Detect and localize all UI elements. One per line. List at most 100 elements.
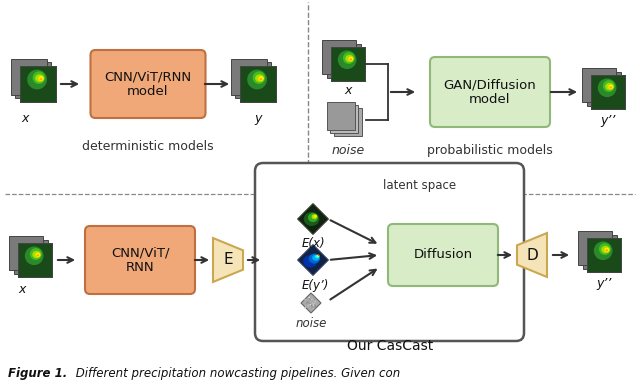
Ellipse shape xyxy=(314,215,317,217)
FancyBboxPatch shape xyxy=(330,105,358,133)
Text: y: y xyxy=(254,112,262,125)
Circle shape xyxy=(306,303,307,304)
Circle shape xyxy=(312,298,314,300)
Circle shape xyxy=(314,299,315,300)
FancyBboxPatch shape xyxy=(430,57,550,127)
FancyBboxPatch shape xyxy=(591,75,625,109)
Polygon shape xyxy=(298,245,328,276)
FancyBboxPatch shape xyxy=(587,72,621,106)
Ellipse shape xyxy=(33,71,45,84)
Ellipse shape xyxy=(599,243,611,255)
Ellipse shape xyxy=(315,255,319,258)
FancyBboxPatch shape xyxy=(591,75,625,109)
Circle shape xyxy=(312,307,314,308)
Ellipse shape xyxy=(304,212,319,226)
Circle shape xyxy=(314,301,315,302)
FancyBboxPatch shape xyxy=(20,66,56,102)
Circle shape xyxy=(310,306,311,308)
Circle shape xyxy=(309,298,310,300)
Ellipse shape xyxy=(605,83,614,90)
Circle shape xyxy=(311,299,312,300)
Ellipse shape xyxy=(609,86,612,89)
Text: x: x xyxy=(19,283,26,296)
FancyBboxPatch shape xyxy=(85,226,195,294)
Circle shape xyxy=(312,305,314,306)
Circle shape xyxy=(312,303,314,305)
Circle shape xyxy=(310,306,311,307)
FancyBboxPatch shape xyxy=(240,66,276,102)
Text: noise: noise xyxy=(332,144,365,157)
Circle shape xyxy=(304,299,306,300)
FancyBboxPatch shape xyxy=(15,62,51,98)
Ellipse shape xyxy=(247,70,267,89)
Ellipse shape xyxy=(259,76,264,81)
Text: x: x xyxy=(344,84,352,97)
FancyBboxPatch shape xyxy=(20,66,56,102)
FancyBboxPatch shape xyxy=(334,108,362,136)
Ellipse shape xyxy=(259,78,262,80)
Ellipse shape xyxy=(594,241,612,260)
Text: noise: noise xyxy=(295,317,326,330)
Ellipse shape xyxy=(604,248,609,252)
Circle shape xyxy=(310,304,311,305)
FancyBboxPatch shape xyxy=(578,231,612,265)
Ellipse shape xyxy=(605,249,608,252)
Circle shape xyxy=(312,307,314,309)
Ellipse shape xyxy=(35,253,40,257)
Circle shape xyxy=(311,307,312,308)
Ellipse shape xyxy=(609,84,614,89)
Ellipse shape xyxy=(303,255,317,267)
Ellipse shape xyxy=(25,247,44,265)
FancyBboxPatch shape xyxy=(255,163,524,341)
Ellipse shape xyxy=(28,70,47,89)
Circle shape xyxy=(313,299,314,300)
Text: CNN/ViT/
RNN: CNN/ViT/ RNN xyxy=(111,246,169,274)
Text: y’’: y’’ xyxy=(596,277,612,290)
Ellipse shape xyxy=(603,80,615,92)
FancyBboxPatch shape xyxy=(587,238,621,272)
Ellipse shape xyxy=(338,50,356,69)
FancyBboxPatch shape xyxy=(331,47,365,81)
Text: x: x xyxy=(21,112,29,125)
Circle shape xyxy=(308,305,309,306)
Text: E(x): E(x) xyxy=(301,237,325,250)
Ellipse shape xyxy=(318,255,319,256)
FancyBboxPatch shape xyxy=(388,224,498,286)
Ellipse shape xyxy=(30,248,42,260)
Ellipse shape xyxy=(317,255,319,257)
FancyBboxPatch shape xyxy=(9,236,43,270)
Text: Diffusion: Diffusion xyxy=(413,248,472,262)
Circle shape xyxy=(305,307,306,309)
FancyBboxPatch shape xyxy=(582,235,616,269)
Text: Different precipitation nowcasting pipelines. Given con: Different precipitation nowcasting pipel… xyxy=(72,367,400,380)
Ellipse shape xyxy=(348,57,353,61)
Ellipse shape xyxy=(312,255,319,261)
Circle shape xyxy=(314,305,316,307)
Circle shape xyxy=(314,306,315,307)
FancyBboxPatch shape xyxy=(326,44,360,78)
FancyBboxPatch shape xyxy=(240,66,276,102)
Polygon shape xyxy=(298,204,328,235)
Text: E: E xyxy=(223,252,233,267)
FancyBboxPatch shape xyxy=(18,243,52,277)
Circle shape xyxy=(314,303,316,305)
FancyBboxPatch shape xyxy=(331,47,365,81)
Text: GAN/Diffusion
model: GAN/Diffusion model xyxy=(444,78,536,106)
FancyBboxPatch shape xyxy=(327,103,355,130)
Circle shape xyxy=(314,301,316,302)
Circle shape xyxy=(311,305,312,306)
Ellipse shape xyxy=(253,71,265,84)
Ellipse shape xyxy=(255,74,264,82)
FancyBboxPatch shape xyxy=(322,40,356,74)
FancyBboxPatch shape xyxy=(230,59,267,95)
Text: probabilistic models: probabilistic models xyxy=(427,144,553,157)
FancyBboxPatch shape xyxy=(13,240,47,274)
Text: CNN/ViT/RNN
model: CNN/ViT/RNN model xyxy=(104,70,191,98)
Ellipse shape xyxy=(602,246,610,253)
Polygon shape xyxy=(213,238,243,282)
Circle shape xyxy=(314,303,315,305)
Circle shape xyxy=(305,307,307,308)
Ellipse shape xyxy=(40,78,42,80)
Text: E(y’): E(y’) xyxy=(301,279,329,292)
FancyBboxPatch shape xyxy=(90,50,205,118)
